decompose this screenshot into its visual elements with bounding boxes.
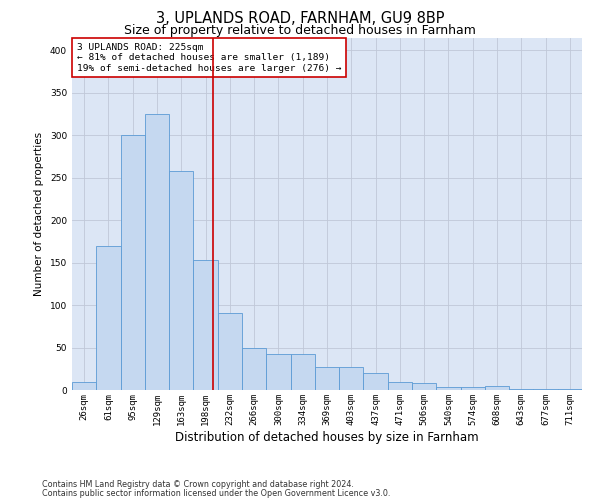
Bar <box>290 354 315 390</box>
Bar <box>558 389 582 390</box>
Bar <box>339 367 364 390</box>
Bar <box>242 348 266 390</box>
Text: 3, UPLANDS ROAD, FARNHAM, GU9 8BP: 3, UPLANDS ROAD, FARNHAM, GU9 8BP <box>156 11 444 26</box>
Bar <box>436 388 461 390</box>
Bar <box>533 389 558 390</box>
Text: 3 UPLANDS ROAD: 225sqm
← 81% of detached houses are smaller (1,189)
19% of semi-: 3 UPLANDS ROAD: 225sqm ← 81% of detached… <box>77 43 341 72</box>
Text: Size of property relative to detached houses in Farnham: Size of property relative to detached ho… <box>124 24 476 37</box>
Bar <box>193 260 218 390</box>
Y-axis label: Number of detached properties: Number of detached properties <box>34 132 44 296</box>
X-axis label: Distribution of detached houses by size in Farnham: Distribution of detached houses by size … <box>175 430 479 444</box>
Bar <box>315 367 339 390</box>
Bar <box>169 171 193 390</box>
Bar <box>412 383 436 390</box>
Bar <box>485 386 509 390</box>
Bar <box>218 312 242 390</box>
Bar <box>364 373 388 390</box>
Bar <box>72 382 96 390</box>
Bar <box>461 388 485 390</box>
Bar <box>388 382 412 390</box>
Text: Contains HM Land Registry data © Crown copyright and database right 2024.: Contains HM Land Registry data © Crown c… <box>42 480 354 489</box>
Bar <box>121 135 145 390</box>
Bar <box>145 114 169 390</box>
Bar <box>509 389 533 390</box>
Text: Contains public sector information licensed under the Open Government Licence v3: Contains public sector information licen… <box>42 489 391 498</box>
Bar <box>266 354 290 390</box>
Bar <box>96 246 121 390</box>
